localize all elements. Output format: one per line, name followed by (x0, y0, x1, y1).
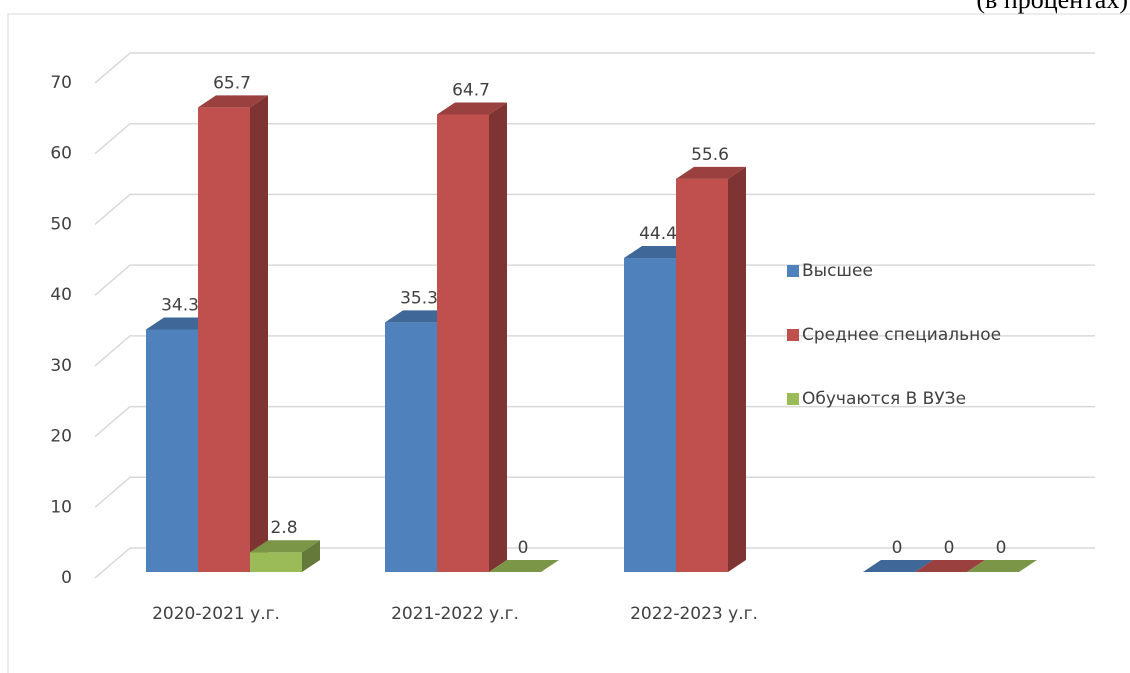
y-tick-label: 70 (50, 73, 72, 93)
bar-top (676, 166, 746, 179)
bar-top (437, 102, 507, 115)
legend-label: Среднее специальное (802, 325, 1001, 345)
bar-front (250, 552, 302, 572)
data-label: 35.3 (400, 288, 438, 308)
data-label: 0 (944, 538, 955, 558)
x-tick-label: 2022-2023 у.г. (630, 604, 758, 624)
y-tick-label: 40 (50, 285, 72, 305)
y-tick-label: 10 (50, 497, 72, 517)
legend-swatch (787, 393, 799, 405)
y-tick-label: 30 (50, 356, 72, 376)
legend-label: Обучаются В ВУЗе (802, 389, 966, 409)
data-label: 2.8 (270, 518, 297, 538)
grid-line (94, 52, 1095, 84)
data-label: 64.7 (452, 80, 490, 100)
grid-line (94, 405, 1095, 438)
y-tick-label: 0 (61, 568, 72, 588)
legend-swatch (787, 329, 799, 341)
x-tick-label: 2020-2021 у.г. (152, 604, 280, 624)
bar-side (302, 540, 320, 572)
chart-border (7, 13, 1130, 673)
grid-line (94, 122, 1095, 155)
bar-top (863, 560, 933, 572)
grid-line (94, 335, 1095, 367)
grid-line (94, 476, 1095, 508)
bar-side (489, 102, 507, 572)
bar-front (198, 107, 250, 573)
legend-label: Высшее (802, 261, 873, 281)
y-tick-label: 50 (50, 214, 72, 234)
bar-top (489, 560, 559, 572)
y-tick-label: 60 (50, 144, 72, 164)
bar-front (676, 178, 728, 573)
data-label: 55.6 (691, 145, 729, 165)
data-label: 0 (518, 538, 529, 558)
bar-front (385, 322, 437, 572)
grid-line (94, 547, 1095, 579)
bar-top (915, 560, 985, 572)
x-tick-label: 2021-2022 у.г. (391, 604, 519, 624)
bar-top (198, 95, 268, 108)
bar-side (728, 166, 746, 573)
data-label: 44.4 (639, 224, 677, 244)
data-label: 34.3 (161, 295, 199, 315)
y-tick-label: 20 (50, 427, 72, 447)
bar-side (250, 95, 268, 573)
grid-line (94, 264, 1095, 296)
chart-subtitle: (в процентах) (976, 0, 1128, 14)
bar-front (437, 114, 489, 572)
bar-top (967, 560, 1037, 572)
bar-top (250, 540, 320, 553)
bar-front (624, 258, 676, 572)
data-label: 0 (996, 538, 1007, 558)
data-label: 0 (892, 538, 903, 558)
data-label: 65.7 (213, 73, 251, 93)
grid-line (94, 193, 1095, 225)
bar-front (146, 329, 198, 572)
legend-swatch (787, 265, 799, 277)
